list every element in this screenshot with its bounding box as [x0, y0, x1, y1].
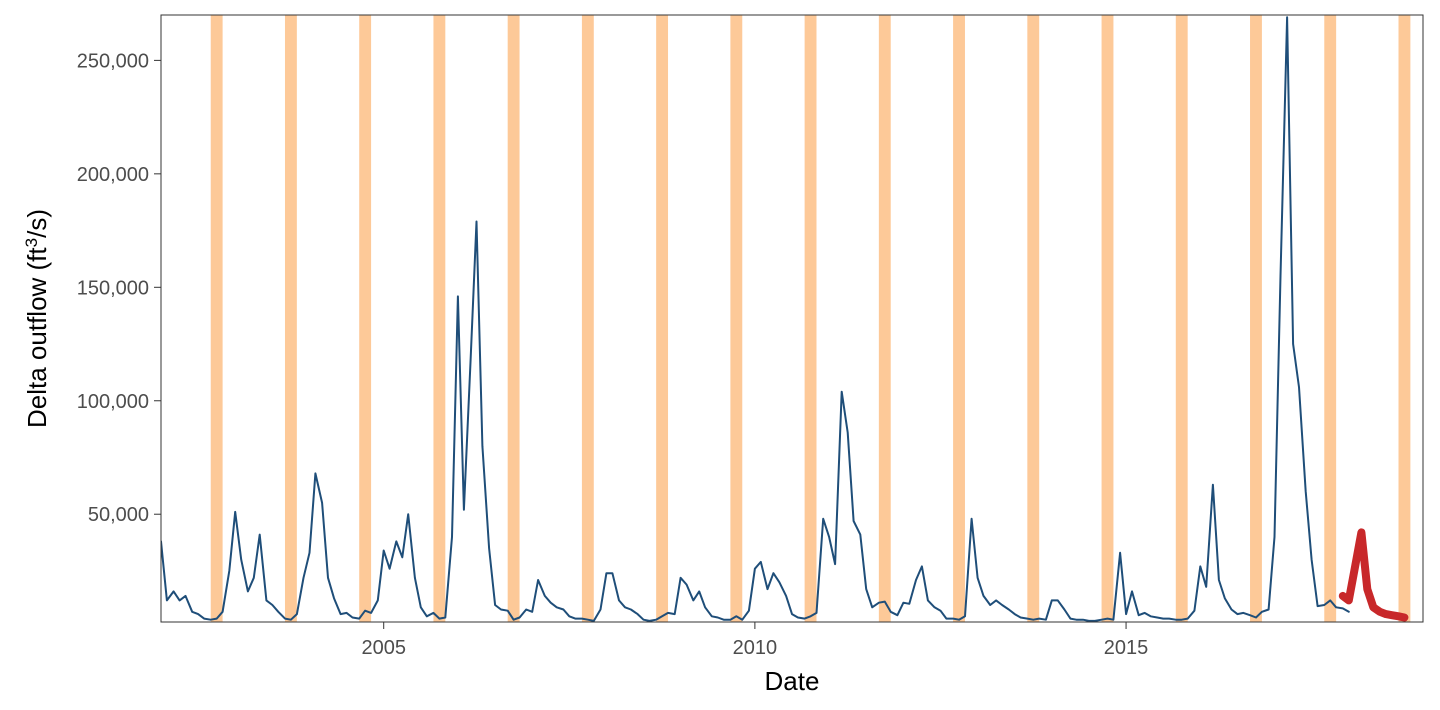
- series-line-highlight: [1338, 528, 1409, 622]
- shaded-band: [1175, 15, 1188, 622]
- shaded-band: [433, 15, 446, 622]
- y-tick-label: 100,000: [77, 391, 149, 413]
- y-tick-label: 200,000: [77, 164, 149, 186]
- x-tick-label: 2005: [361, 637, 406, 659]
- y-axis-title: Delta outflow (ft3/s): [22, 209, 53, 428]
- shaded-band: [359, 15, 372, 622]
- shaded-band: [1101, 15, 1114, 622]
- y-axis-title-suffix: /s): [22, 209, 52, 238]
- x-tick-label: 2015: [1104, 637, 1149, 659]
- shaded-band: [878, 15, 891, 622]
- shaded-band: [284, 15, 297, 622]
- x-tick-label: 2010: [733, 637, 778, 659]
- y-axis: 50,000 100,000 150,000 200,000 250,000: [77, 50, 161, 526]
- shaded-band: [581, 15, 594, 622]
- shaded-band: [953, 15, 965, 622]
- y-tick-label: 150,000: [77, 277, 149, 299]
- shaded-bands: [210, 15, 1411, 622]
- shaded-band: [1250, 15, 1262, 622]
- y-axis-title-prefix: Delta outflow (ft: [22, 247, 52, 428]
- series-layer: [161, 16, 1409, 622]
- x-axis: 2005 2010 2015: [161, 621, 1423, 659]
- x-axis-title: Date: [765, 666, 820, 696]
- shaded-band: [210, 15, 223, 622]
- shaded-band: [507, 15, 520, 622]
- y-tick-label: 50,000: [88, 504, 149, 526]
- shaded-band: [1324, 15, 1337, 622]
- shaded-band: [804, 15, 817, 622]
- shaded-band: [1398, 15, 1411, 622]
- shaded-band: [656, 15, 669, 622]
- shaded-band: [730, 15, 743, 622]
- series-line-delta-outflow: [161, 16, 1350, 622]
- y-tick-label: 250,000: [77, 50, 149, 72]
- y-axis-title-superscript: 3: [22, 238, 41, 247]
- shaded-band: [1027, 15, 1040, 622]
